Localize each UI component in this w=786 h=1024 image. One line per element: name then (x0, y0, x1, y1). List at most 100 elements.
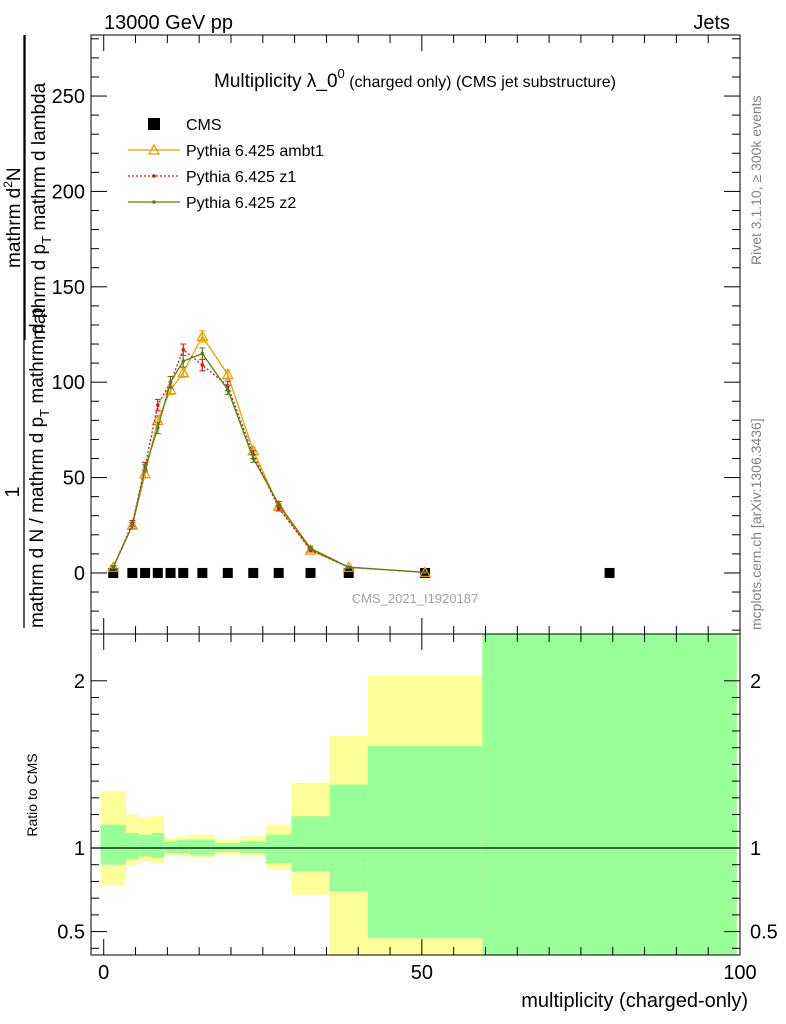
series-point (200, 363, 205, 367)
cms-data-point (305, 567, 316, 578)
plot-title-superscript: 0 (338, 66, 345, 81)
cms-data-point (152, 567, 163, 578)
x-tick-label: 0 (98, 962, 109, 984)
series-point (200, 351, 205, 356)
y-label-outer-den-sub: T (37, 409, 52, 417)
series-point (177, 366, 190, 378)
ratio-bands-layer (100, 634, 737, 955)
legend-label: Pythia 6.425 z1 (186, 169, 296, 186)
legend-label: Pythia 6.425 z2 (186, 195, 296, 212)
cms-data-point (140, 567, 151, 578)
legend: CMS Pythia 6.425 ambt1 Pythia 6.425 z1 Pyth… (128, 117, 324, 212)
ratio-band-inner (240, 841, 266, 854)
y-label-inner-num-sup: 2 (1, 181, 15, 188)
ratio-band-inner (138, 834, 152, 857)
legend-marker-square (148, 118, 160, 130)
plot-title-main: Multiplicity λ_0 (214, 71, 338, 92)
main-y-tick-label: 250 (52, 86, 85, 108)
ratio-band-inner (482, 634, 737, 955)
series-point (225, 388, 230, 392)
y-label-inner-den-sub: T (39, 236, 54, 244)
legend-item: CMS (148, 117, 222, 134)
series-point (156, 426, 160, 430)
ratio-y-label: Ratio to CMS (24, 753, 40, 836)
watermark: CMS_2021_I1920187 (352, 591, 479, 606)
ratio-band-inner (164, 841, 177, 854)
y-label-inner-den-a: mathrm d p (29, 244, 50, 340)
main-y-tick-label: 100 (52, 372, 85, 394)
ratio-band-inner (125, 832, 139, 860)
series-point (221, 368, 234, 380)
y-label-inner-numerator: mathrm d2N (1, 167, 25, 268)
mcplots-label: mcplots.cern.ch [arXiv:1306.3436] (748, 418, 764, 630)
energy-label: 13000 GeV pp (104, 12, 233, 34)
cms-data-point (248, 567, 259, 578)
main-y-tick-label: 50 (63, 468, 85, 490)
legend-label: Pythia 6.425 ambt1 (186, 143, 324, 160)
ratio-y-tick-label-left: 2 (74, 671, 85, 693)
series-point (251, 456, 256, 461)
series-point (143, 466, 147, 470)
series-line (112, 335, 426, 574)
series-point (423, 570, 427, 575)
legend-label: CMS (186, 117, 222, 134)
series-point (196, 330, 209, 342)
ratio-band-inner (329, 784, 368, 892)
cms-data-point (127, 567, 138, 578)
series-point (107, 560, 120, 572)
series-point (181, 347, 186, 352)
ratio-band-inner (189, 839, 216, 855)
ratio-plot-panel: 0.5 0.5 1 1 2 2 0 50 100 Ratio to CMS multiplici… (24, 633, 778, 1012)
ratio-plot-frame (90, 633, 741, 956)
main-series-layer (107, 330, 615, 578)
series-point (276, 502, 281, 507)
cms-data-point (273, 567, 284, 578)
main-y-tick-label: 0 (74, 563, 85, 585)
x-tick-label: 50 (411, 962, 433, 984)
series-pythia-6-425-z1 (110, 343, 429, 575)
x-tick-label: 100 (723, 962, 756, 984)
cms-data-point (165, 567, 176, 578)
series-point (346, 565, 351, 570)
plot-title: Multiplicity λ_00 (charged only) (CMS je… (214, 66, 616, 92)
series-line (112, 352, 426, 574)
ratio-band-inner (176, 839, 190, 854)
legend-marker-triangle (147, 143, 161, 155)
series-point (126, 518, 139, 530)
ratio-band-inner (265, 834, 292, 864)
y-label-inner-num-b: N (4, 167, 25, 181)
series-pythia-6-425-ambt1 (107, 330, 432, 578)
cms-data-point (604, 567, 615, 578)
series-pythia-6-425-z2 (110, 347, 429, 575)
series-point (168, 380, 173, 384)
ratio-band-inner (367, 746, 483, 939)
legend-marker-dot (152, 174, 156, 178)
legend-item: Pythia 6.425 ambt1 (128, 143, 324, 160)
series-point (111, 565, 116, 570)
ratio-y-tick-label-right: 2 (750, 671, 761, 693)
series-point (181, 359, 186, 364)
main-y-tick-label: 200 (52, 181, 85, 203)
y-label-outer-den-b: mathrm d p (27, 308, 48, 409)
ratio-y-tick-label-right: 0.5 (750, 922, 778, 944)
ratio-band-inner (100, 824, 126, 865)
y-label-inner-num-a: mathrm d (4, 188, 25, 268)
legend-item: Pythia 6.425 z1 (128, 169, 296, 186)
x-axis-label: multiplicity (charged-only) (521, 990, 748, 1012)
legend-marker-dot (152, 200, 156, 204)
series-cms (108, 567, 615, 578)
main-y-ticks: 0 50 100 150 200 250 (52, 35, 741, 634)
series-point (308, 546, 313, 550)
ratio-band-inner (151, 832, 165, 859)
cms-data-point (108, 567, 119, 578)
ratio-y-tick-label-left: 0.5 (57, 922, 85, 944)
y-label-one: 1 (2, 486, 24, 497)
main-plot-panel: 0 50 100 150 200 250 CMS_2021_I1920187 Multip… (1, 34, 741, 635)
y-label-outer-den-a: mathrm d N / mathrm d p (27, 417, 48, 628)
legend-item: Pythia 6.425 z2 (128, 195, 296, 212)
category-label: Jets (693, 12, 730, 34)
series-line (112, 348, 426, 574)
main-y-axis-label: 1 mathrm d N / mathrm d pT mathrm d p ma… (1, 35, 54, 628)
ratio-band-inner (291, 816, 330, 872)
